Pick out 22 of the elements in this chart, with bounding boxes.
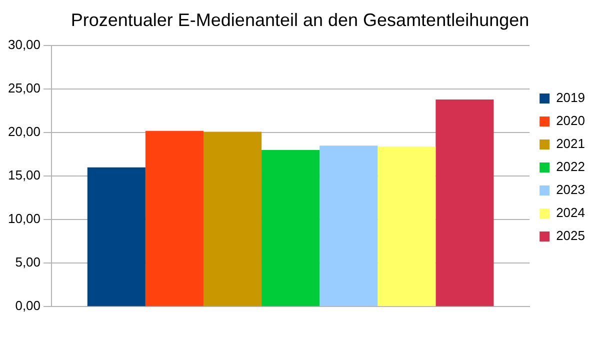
bar — [203, 132, 262, 306]
y-tick-label: 10,00 — [8, 211, 41, 226]
legend-label: 2020 — [556, 113, 585, 128]
y-tick-label: 5,00 — [15, 254, 41, 270]
legend-label: 2023 — [556, 182, 585, 198]
legend-label: 2025 — [556, 228, 585, 244]
chart-title: Prozentualer E-Medienanteil an den Gesamtentleihungen — [70, 10, 530, 30]
legend-label: 2024 — [556, 205, 585, 220]
y-tick-label: 25,00 — [8, 80, 41, 96]
legend-label: 2021 — [556, 136, 585, 152]
legend-label: 2022 — [556, 159, 585, 174]
bar — [320, 146, 378, 306]
y-tick-label: 0,00 — [15, 298, 41, 314]
bar — [436, 100, 494, 306]
bar — [145, 130, 204, 306]
y-tick-label: 15,00 — [8, 168, 41, 183]
y-tick-label: 30,00 — [8, 37, 41, 52]
bar — [87, 167, 146, 306]
y-tick-label: 20,00 — [8, 124, 41, 140]
legend-label: 2019 — [556, 90, 585, 106]
bar — [262, 150, 320, 306]
bar — [378, 146, 436, 306]
